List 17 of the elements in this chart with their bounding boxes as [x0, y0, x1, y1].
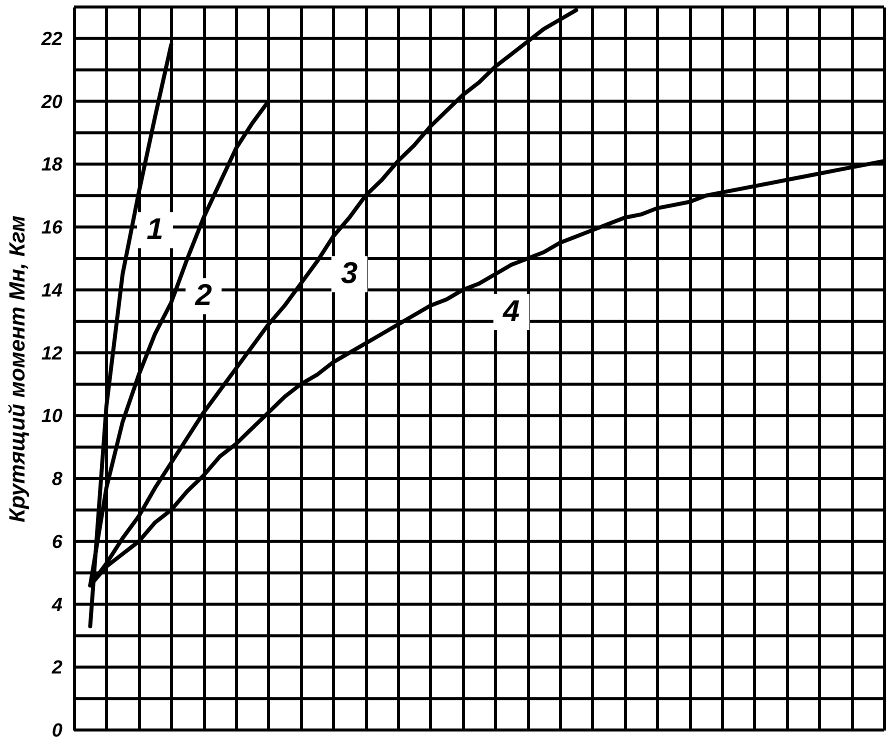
y-tick-label: 0	[52, 720, 63, 742]
y-tick-label: 6	[52, 532, 63, 553]
y-tick-label: 10	[41, 406, 63, 428]
y-tick-label: 20	[40, 92, 63, 113]
y-axis-title: Крутящий момент Mн, Кгм	[4, 216, 30, 522]
series-label: 3	[341, 257, 358, 290]
series-label: 4	[502, 294, 520, 328]
y-tick-label: 12	[41, 343, 63, 364]
y-tick-label: 2	[50, 658, 63, 679]
y-tick-label: 18	[41, 154, 63, 176]
series-label: 1	[146, 213, 164, 246]
y-tick-label: 8	[52, 469, 63, 490]
series-label: 2	[194, 279, 212, 312]
y-tick-label: 16	[41, 218, 63, 239]
y-tick-label: 4	[50, 594, 63, 616]
y-tick-label: 22	[40, 28, 63, 50]
y-tick-label: 14	[41, 280, 63, 302]
